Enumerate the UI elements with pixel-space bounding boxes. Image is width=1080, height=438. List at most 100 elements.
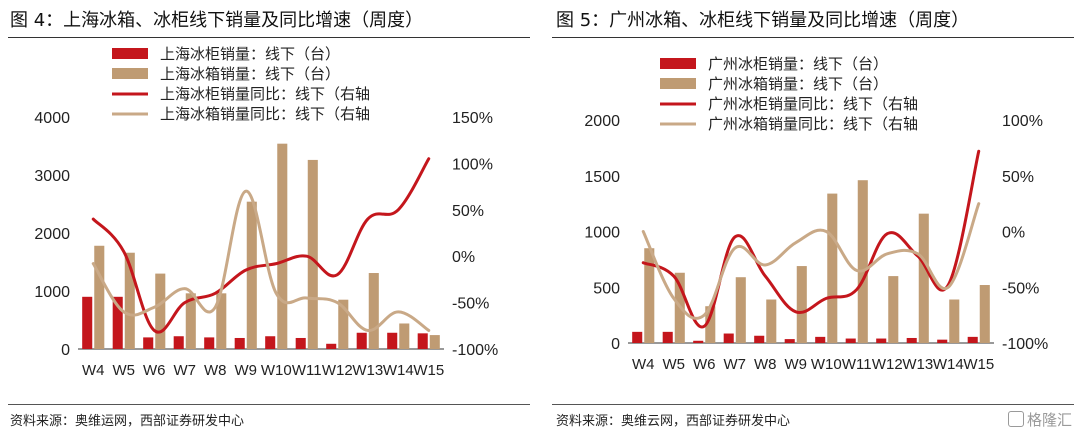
- bar-freezer: [937, 339, 948, 343]
- source-note-left: 资料来源：奥维运网，西部证券研发中心: [10, 414, 245, 429]
- y-right-tick-label: 150%: [452, 110, 493, 127]
- bar-fridge: [735, 277, 746, 343]
- x-tick-label: W6: [143, 362, 166, 379]
- y-left-tick-label: 4000: [34, 110, 70, 127]
- bar-fridge: [644, 248, 655, 343]
- chart-guangzhou: 0 500 1000 1500 2000 -100% -50% 0% 50% 100% W4 W5 W6…: [584, 55, 1048, 373]
- bar-freezer: [693, 340, 704, 343]
- y-right-tick-label: -50%: [1002, 280, 1039, 297]
- x-tick-label: W11: [842, 356, 872, 373]
- legend-label: 广州冰柜销量同比：线下（右轴: [708, 95, 918, 113]
- y-right-tick-label: -100%: [1002, 336, 1048, 353]
- bar-fridge: [124, 252, 135, 349]
- y-left-tick-label: 3000: [34, 168, 70, 185]
- legend-swatch: [660, 58, 696, 69]
- bar-freezer: [234, 337, 245, 349]
- watermark: 格隆汇: [1007, 409, 1072, 430]
- y-left-tick-label: 2000: [584, 113, 620, 130]
- y-left-tick-label: 0: [611, 336, 620, 353]
- legend-label: 上海冰柜销量同比：线下（右轴: [160, 85, 370, 103]
- x-tick-label: W9: [235, 362, 258, 379]
- line-fridge-yoy: [641, 202, 981, 320]
- bar-freezer: [143, 337, 154, 349]
- y-right-tick-label: 0%: [452, 249, 475, 266]
- x-tick-label: W12: [322, 362, 353, 379]
- y-left-tick-label: 2000: [34, 226, 70, 243]
- y-right-tick-label: 50%: [1002, 169, 1034, 186]
- watermark-text: 格隆汇: [1026, 411, 1072, 429]
- bar-fridge: [888, 276, 899, 343]
- bar-freezer: [754, 335, 765, 343]
- bar-fridge: [949, 299, 960, 343]
- line-freezer-yoy: [641, 149, 981, 329]
- y-left-tick-label: 500: [593, 280, 620, 297]
- bar-freezer: [204, 337, 215, 349]
- x-tick-label: W4: [632, 356, 655, 373]
- bar-fridge: [399, 323, 410, 349]
- bar-fridge: [185, 293, 196, 349]
- y-left-tick-label: 1000: [34, 284, 70, 301]
- bar-fridge: [827, 193, 838, 343]
- legend-label: 广州冰柜销量：线下（台）: [708, 55, 888, 73]
- legend-label: 广州冰箱销量同比：线下（右轴: [708, 115, 918, 133]
- bar-freezer: [815, 336, 826, 343]
- line-freezer-yoy: [91, 157, 431, 334]
- y-right-tick-label: 50%: [452, 203, 484, 220]
- x-tick-label: W5: [113, 362, 136, 379]
- bar-fridge: [338, 299, 349, 349]
- x-tick-label: W15: [963, 356, 994, 373]
- x-tick-label: W9: [785, 356, 808, 373]
- bar-fridge: [429, 335, 440, 349]
- y-left-tick-label: 0: [61, 342, 70, 359]
- bar-freezer: [723, 333, 734, 343]
- x-tick-label: W12: [872, 356, 903, 373]
- bar-freezer: [632, 331, 643, 343]
- source-note-right: 资料来源：奥维云网，西部证券研发中心: [556, 414, 791, 429]
- y-right-tick-label: 100%: [452, 156, 493, 173]
- y-right-tick-label: 100%: [1002, 113, 1043, 130]
- line-fridge-yoy: [91, 189, 431, 332]
- x-tick-label: W10: [811, 356, 842, 373]
- bar-fridge: [796, 266, 807, 343]
- bar-freezer: [876, 338, 887, 343]
- bar-fridge: [246, 201, 257, 349]
- legend-swatch: [660, 78, 696, 89]
- bar-fridge: [918, 213, 929, 343]
- bar-fridge: [216, 293, 227, 349]
- bar-fridge: [277, 143, 288, 349]
- source-divider-left: [8, 404, 530, 405]
- y-left-tick-label: 1500: [584, 169, 620, 186]
- x-tick-label: W11: [292, 362, 322, 379]
- legend-label: 上海冰箱销量同比：线下（右轴: [160, 105, 370, 123]
- x-tick-label: W6: [693, 356, 716, 373]
- watermark-logo-icon: [1007, 411, 1024, 427]
- bar-freezer: [906, 337, 917, 343]
- x-tick-label: W7: [174, 362, 197, 379]
- y-left-tick-label: 1000: [584, 225, 620, 242]
- title-divider-right: [552, 37, 1074, 38]
- chart-title-left: 图 4：上海冰箱、冰柜线下销量及同比增速（周度）: [10, 10, 424, 31]
- bar-freezer: [967, 336, 978, 343]
- bar-fridge: [94, 245, 105, 349]
- y-right-tick-label: -100%: [452, 342, 498, 359]
- bar-freezer: [112, 296, 123, 349]
- bar-fridge: [857, 180, 868, 343]
- legend-label: 广州冰箱销量：线下（台）: [708, 75, 888, 93]
- title-divider-left: [8, 37, 530, 38]
- bar-freezer: [845, 338, 856, 343]
- legend-swatch: [112, 68, 148, 79]
- bar-freezer: [784, 339, 795, 343]
- x-tick-label: W7: [724, 356, 747, 373]
- bar-freezer: [173, 336, 184, 349]
- y-right-tick-label: -50%: [452, 296, 489, 313]
- legend-label: 上海冰箱销量：线下（台）: [160, 65, 340, 83]
- chart-shanghai: 0 1000 2000 3000 4000 -100% -50% 0% 50% 100% 150% W…: [34, 45, 498, 379]
- x-tick-label: W8: [204, 362, 227, 379]
- x-tick-label: W14: [383, 362, 414, 379]
- bar-fridge: [705, 306, 716, 343]
- x-tick-label: W4: [82, 362, 105, 379]
- legend-swatch: [112, 48, 148, 59]
- bar-freezer: [82, 296, 93, 349]
- bar-freezer: [265, 336, 276, 349]
- bar-freezer: [662, 331, 673, 343]
